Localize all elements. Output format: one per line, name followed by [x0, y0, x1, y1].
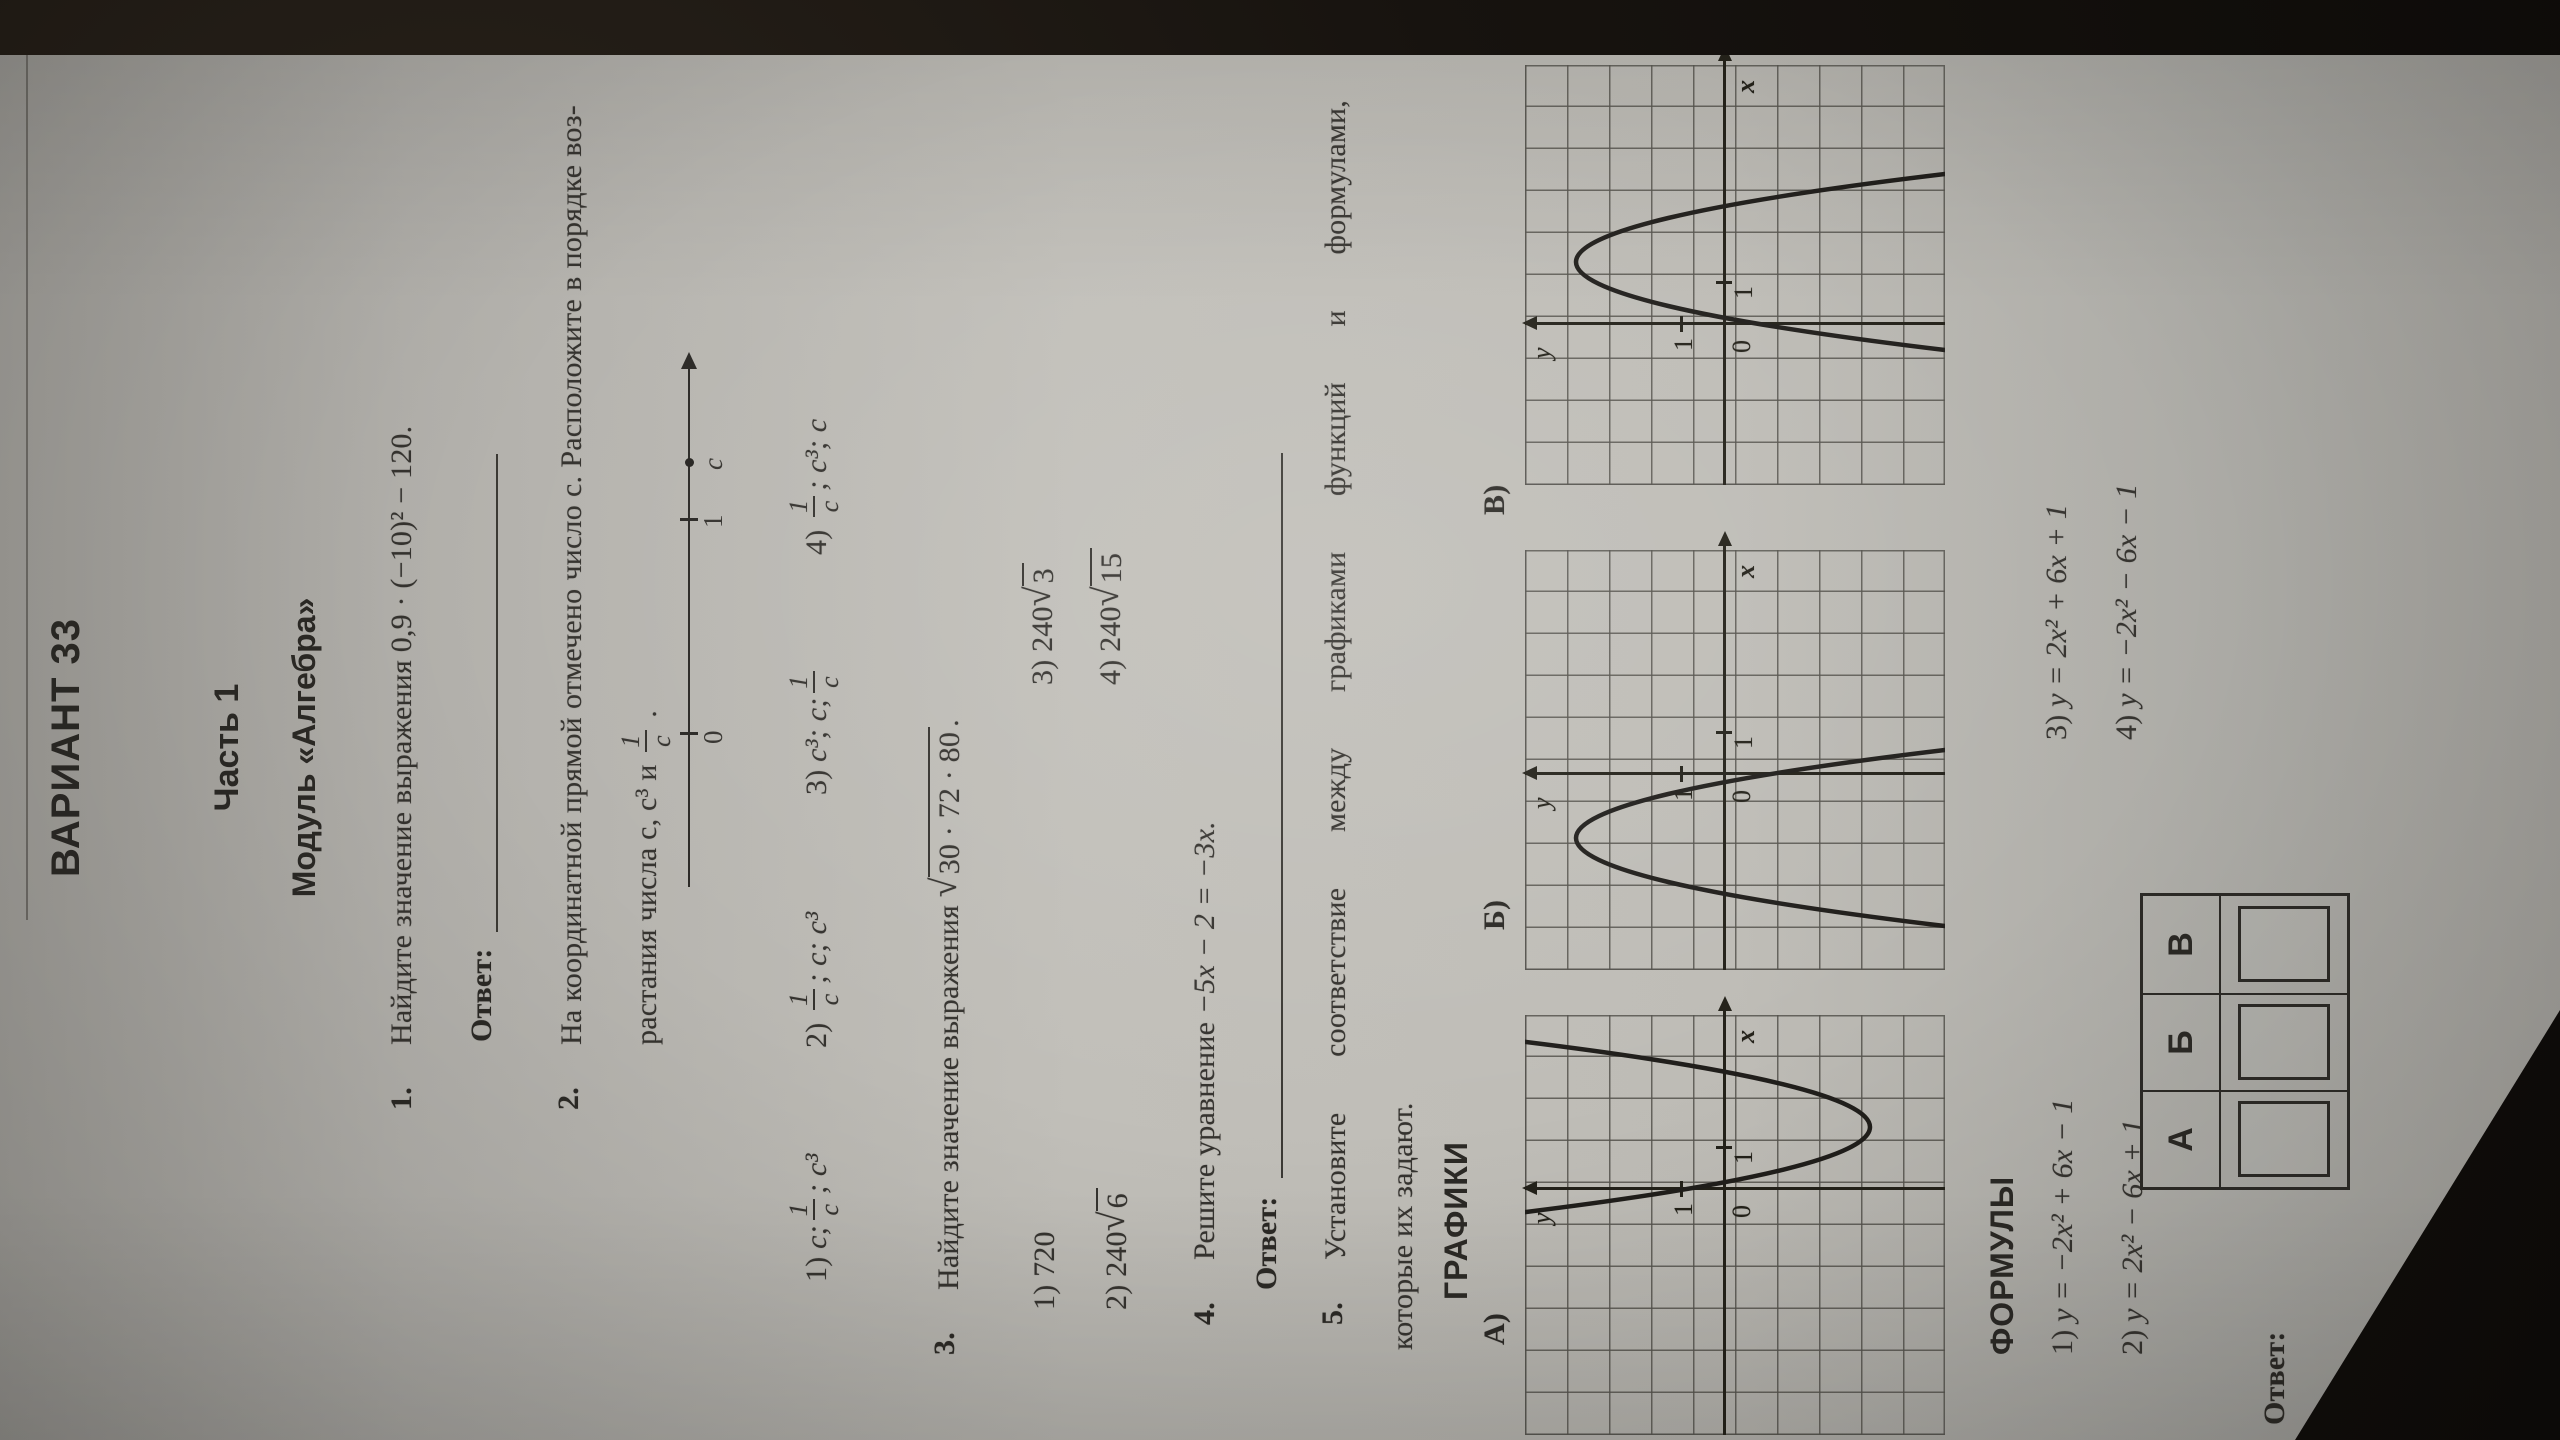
module-title: Модуль «Алгебра»: [286, 597, 322, 898]
sqrt-expression: √ 6: [1096, 1188, 1135, 1231]
sqrt-expression: √ 15: [1090, 548, 1129, 606]
number-line-arrow-icon: [681, 352, 697, 369]
answer-box-a: [2238, 1102, 2330, 1178]
problem1-statement: Найдите значение выражения 0,9 · (−10)² …: [385, 426, 419, 1045]
graph-a-label: А): [1478, 1312, 1511, 1345]
answer-cell-a: [2221, 1090, 2347, 1187]
tick-one: [680, 519, 698, 522]
problem3-option-3: 3) 240 √ 3: [1022, 563, 1061, 685]
answer-cell-b: [2221, 993, 2347, 1090]
parabola-curve: [1525, 65, 1945, 485]
answer-box-v: [2238, 907, 2330, 983]
problem4-number: 4.: [1188, 1302, 1221, 1325]
page-title: ВАРИАНТ 33: [44, 617, 88, 878]
photo-scene: ВАРИАНТ 33 Часть 1 Модуль «Алгебра» 1. Н…: [0, 55, 2560, 1440]
x-axis-arrow-icon: [1718, 531, 1732, 546]
problem3-option-1: 1) 720: [1028, 1231, 1061, 1310]
problem4-answer-blank: [1253, 453, 1283, 1178]
number-line-axis: [688, 367, 690, 887]
problem5-line1: Установите соответствие между графиками …: [1319, 100, 1352, 1260]
graph-v-label: В): [1478, 484, 1511, 515]
label-one: 1: [698, 514, 728, 528]
formulas-heading: ФОРМУЛЫ: [1984, 1175, 2020, 1355]
answer-box-b: [2238, 1005, 2330, 1081]
paper-sheet: ВАРИАНТ 33 Часть 1 Модуль «Алгебра» 1. Н…: [0, 55, 2560, 1440]
problem4-statement: Решите уравнение −5x − 2 = −3x.: [1188, 821, 1222, 1260]
problem3-option-4: 4) 240 √ 15: [1090, 548, 1129, 685]
part-title: Часть 1: [208, 683, 246, 812]
number-line-figure: 0 1 c: [658, 347, 732, 887]
problem1-expression: 0,9 · (−10)² − 120.: [385, 425, 418, 653]
problem1-answer-label: Ответ:: [465, 948, 498, 1042]
problem3-text: Найдите значение выражения: [932, 904, 965, 1290]
formula-1: 1) y = −2x² + 6x − 1: [2046, 1098, 2079, 1355]
parabola-curve: [1525, 550, 1945, 970]
problem2-line1: На координатной прямой отмечено число c.…: [555, 105, 588, 1045]
problem4-equation: −5x − 2 = −3x.: [1188, 821, 1221, 1015]
graph-b-grid: y x 0 1 1: [1525, 550, 1945, 970]
problem3-statement: Найдите значение выражения √ 30 · 72 · 80…: [924, 719, 967, 1290]
rotated-test-page: ВАРИАНТ 33 Часть 1 Модуль «Алгебра» 1. Н…: [0, 55, 2560, 1440]
problem5-answer-label: Ответ:: [2258, 1331, 2291, 1425]
problem3-number: 3.: [928, 1332, 961, 1355]
problem3-option-2: 2) 240 √ 6: [1096, 1188, 1135, 1310]
graph-a-grid: y x 0 1 1: [1525, 1015, 1945, 1435]
problem1-answer-blank: [468, 454, 498, 932]
graph-v-grid: y x 0 1 1: [1525, 65, 1945, 485]
graphs-heading: ГРАФИКИ: [1438, 1141, 1474, 1300]
problem4-text: Решите уравнение: [1188, 1021, 1221, 1260]
answer-table: А Б В: [2140, 893, 2350, 1190]
label-c: c: [698, 458, 728, 470]
problem5-line2: которые их задают.: [1386, 1102, 1419, 1350]
point-c-dot: [685, 458, 694, 467]
answer-table-header-v: В: [2143, 896, 2221, 993]
formula-3: 3) y = 2x² + 6x + 1: [2040, 504, 2073, 740]
problem1-number: 1.: [385, 1087, 418, 1110]
problem2-number: 2.: [552, 1087, 585, 1110]
problem5-number: 5.: [1316, 1302, 1349, 1325]
parabola-curve: [1525, 1015, 1945, 1435]
answer-cell-v: [2221, 896, 2347, 993]
label-zero: 0: [698, 730, 728, 744]
formula-4: 4) y = −2x² − 6x − 1: [2110, 483, 2143, 740]
x-axis-arrow-icon: [1718, 996, 1732, 1011]
tick-zero: [680, 733, 698, 736]
problem4-answer-label: Ответ:: [1250, 1196, 1283, 1290]
sqrt-expression: √ 30 · 72 · 80: [928, 727, 967, 897]
graph-b-label: Б): [1478, 899, 1511, 930]
answer-table-header-b: Б: [2143, 993, 2221, 1090]
page-edge-line: [26, 55, 28, 920]
problem1-text: Найдите значение выражения: [385, 659, 418, 1045]
answer-table-header-a: А: [2143, 1090, 2221, 1187]
sqrt-expression: √ 3: [1022, 563, 1061, 606]
x-axis-arrow-icon: [1718, 46, 1732, 61]
